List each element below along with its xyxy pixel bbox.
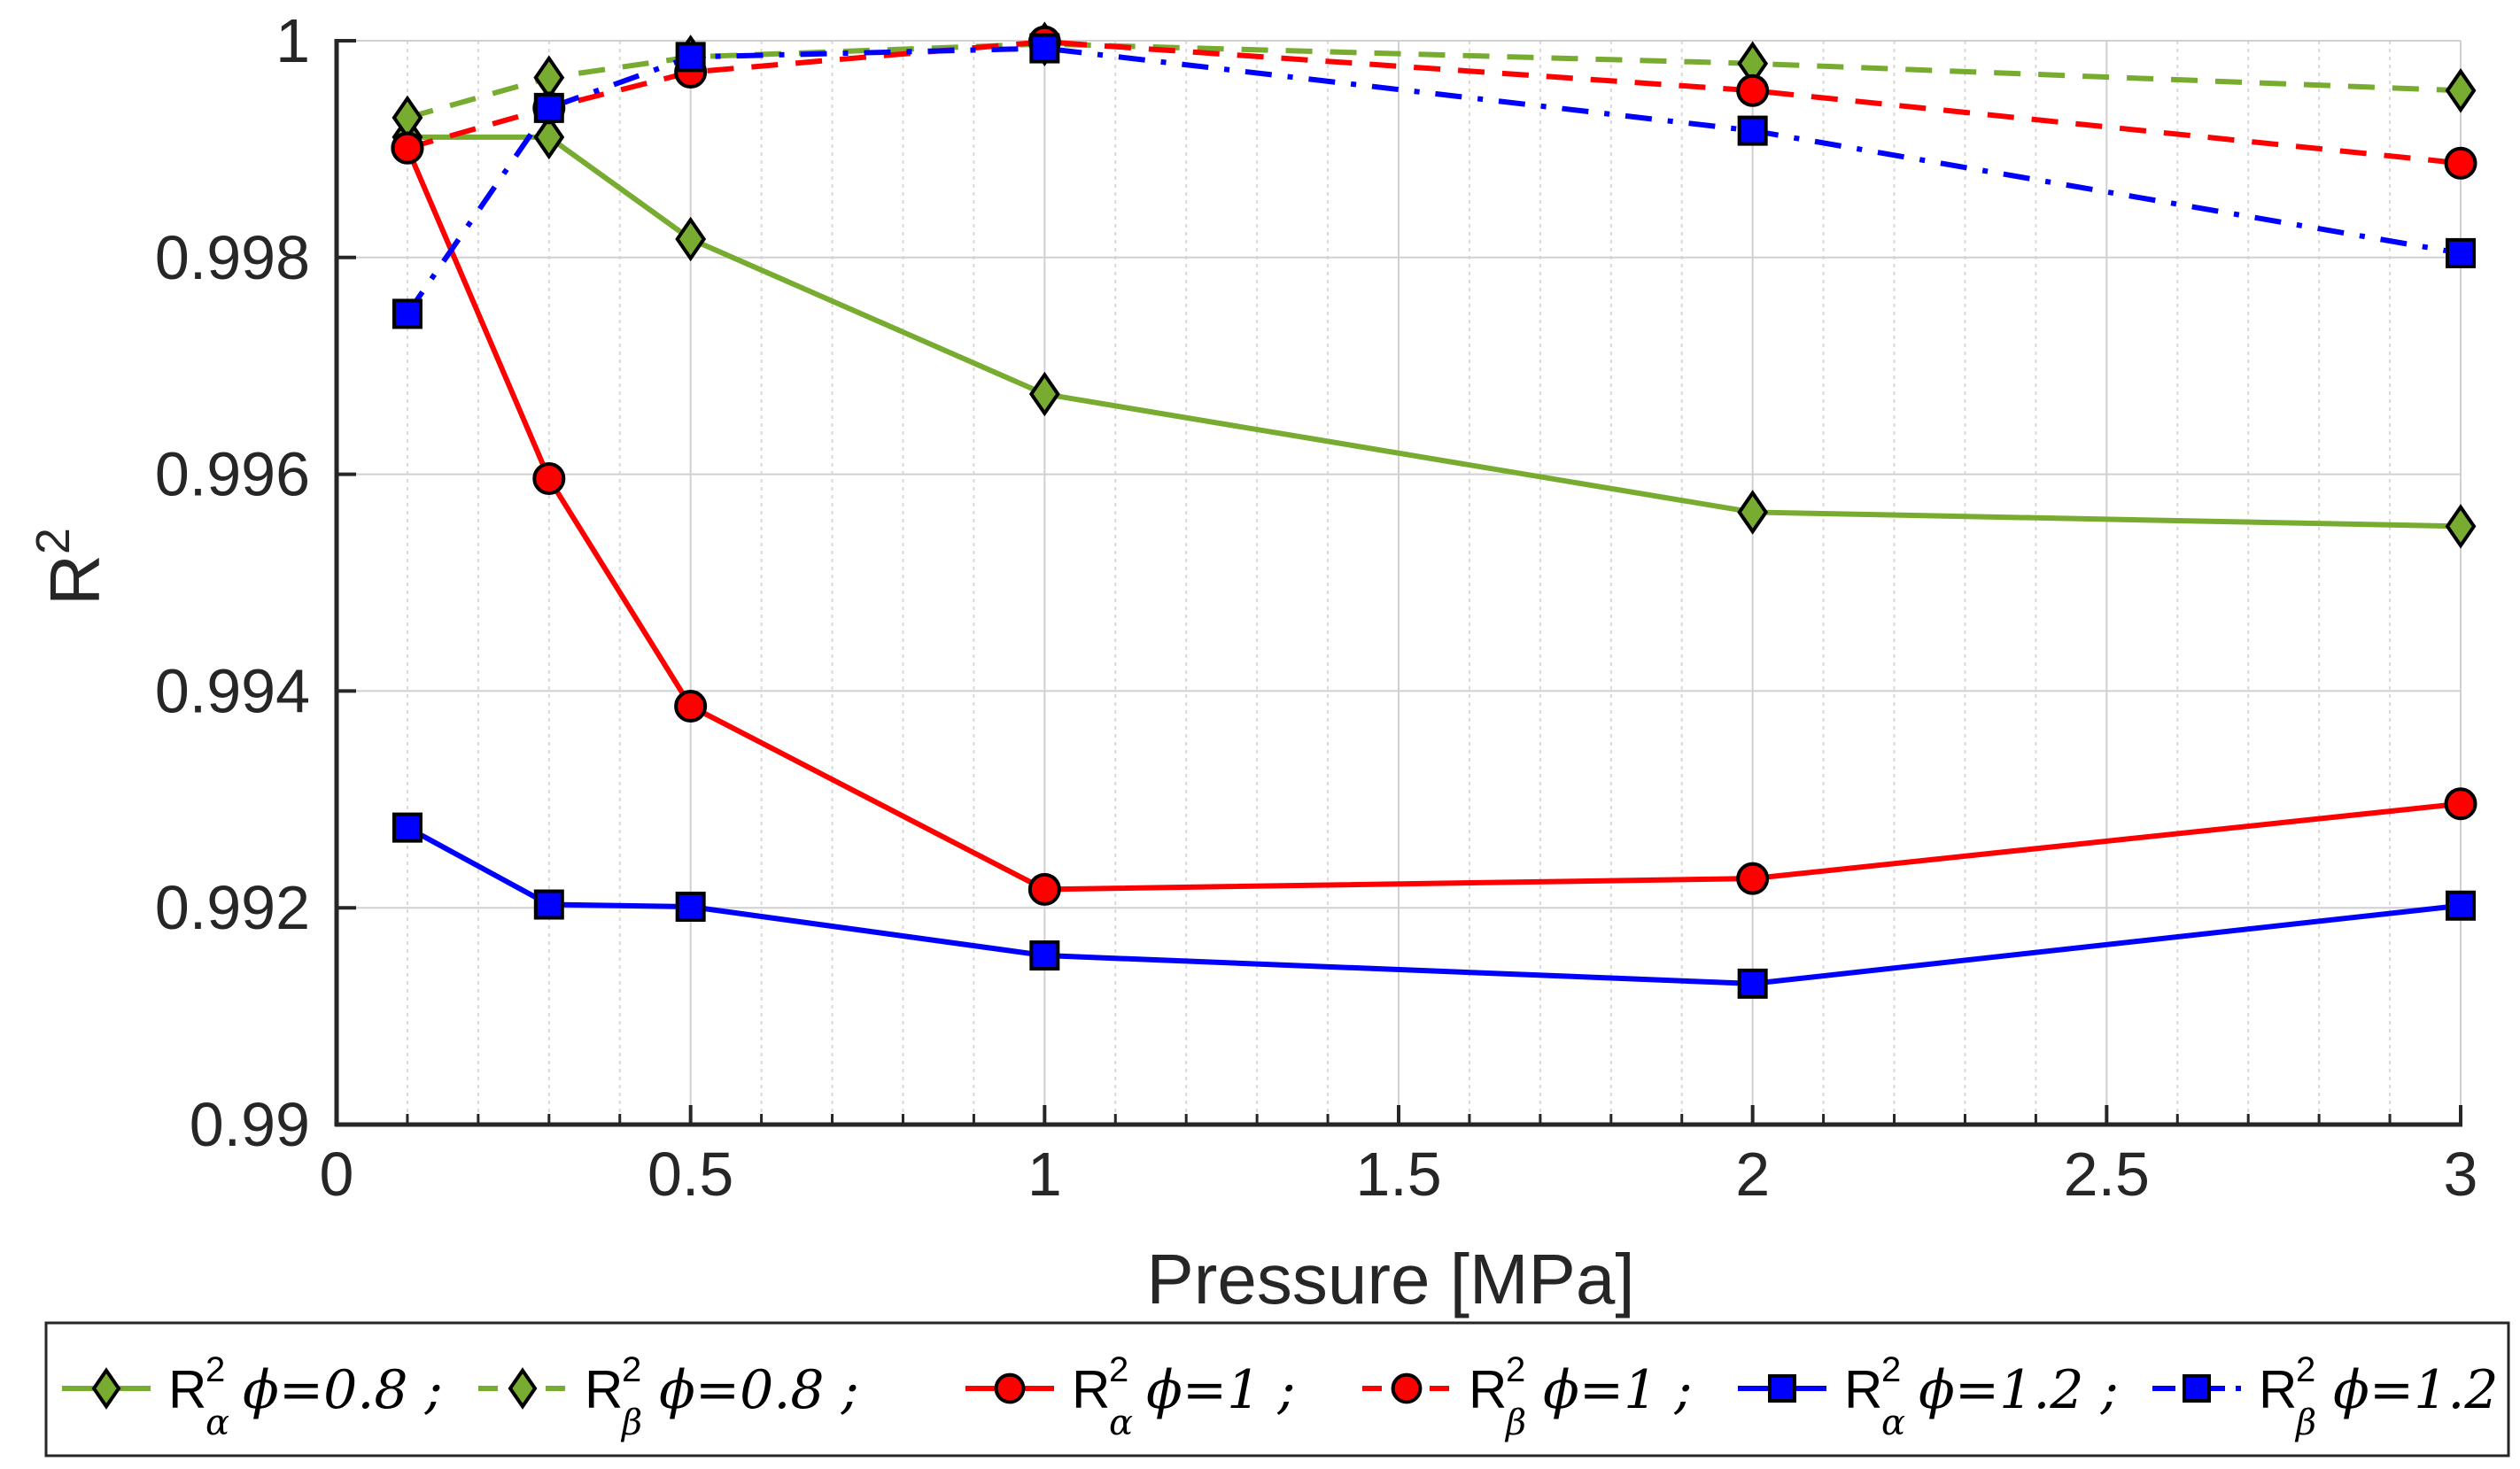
series-line xyxy=(405,45,2462,316)
legend-label-param: ϕ=1.2 ; xyxy=(1919,1359,2119,1421)
legend-label-base: R xyxy=(168,1360,206,1419)
data-point xyxy=(2446,890,2476,921)
legend-label-sub: β xyxy=(2294,1403,2316,1443)
legend-marker xyxy=(2183,1374,2211,1403)
data-point xyxy=(1029,33,1060,64)
legend-label-param: ϕ=1.2 xyxy=(2333,1359,2499,1421)
data-point xyxy=(1737,968,1768,999)
data-point xyxy=(1028,371,1060,417)
legend-label-base: R xyxy=(1469,1360,1507,1419)
data-point xyxy=(2444,146,2477,180)
legend-label-sup: 2 xyxy=(1506,1350,1525,1389)
data-point xyxy=(1029,940,1060,971)
data-point xyxy=(1027,872,1061,906)
data-point xyxy=(2445,68,2477,113)
data-point xyxy=(533,889,564,920)
legend-entry-5: R2 α ϕ=1.2 ; xyxy=(1738,1350,2119,1443)
data-point xyxy=(675,42,706,73)
series-line xyxy=(407,134,2462,530)
series-6 xyxy=(392,33,2476,329)
legend-entry-6: R2 β ϕ=1.2 xyxy=(2152,1350,2499,1443)
legend-label-sup: 2 xyxy=(205,1350,225,1389)
y-tick-label: 0.992 xyxy=(155,873,310,942)
data-point xyxy=(533,114,565,160)
legend-label-sup: 2 xyxy=(1109,1350,1128,1389)
legend-entry-2: R2 β ϕ=0.8 ; xyxy=(478,1350,859,1443)
x-axis-title: Pressure [MPa] xyxy=(1146,1240,1634,1318)
data-point xyxy=(2445,504,2477,549)
data-point xyxy=(533,55,565,100)
data-point xyxy=(533,92,564,123)
legend-label-base: R xyxy=(2259,1360,2297,1419)
x-tick-label: 0 xyxy=(320,1140,354,1209)
legend-marker xyxy=(91,1367,121,1410)
legend-label-sub: β xyxy=(620,1403,642,1443)
y-tick-label: 1 xyxy=(275,6,310,75)
legend-entry-3: R2 α ϕ=1 ; xyxy=(965,1350,1296,1443)
data-point xyxy=(391,131,424,165)
tick-labels: 0 0.5 1 1.5 2 2.5 3 0.99 0.992 0.994 0.996 0.998 1 xyxy=(155,6,2478,1209)
y-tick-label: 0.998 xyxy=(155,223,310,292)
series-line xyxy=(407,39,2462,166)
legend-label-sub: α xyxy=(1881,1403,1905,1443)
data-point xyxy=(2444,787,2477,821)
legend-marker xyxy=(1391,1372,1423,1404)
data-point xyxy=(1736,73,1770,107)
data-point xyxy=(1737,115,1768,146)
data-point xyxy=(1736,862,1770,895)
data-point xyxy=(674,690,708,723)
legend-label-base: R xyxy=(1072,1360,1110,1419)
legend-label-param: ϕ=0.8 ; xyxy=(659,1359,859,1421)
legend-label-base: R xyxy=(585,1360,623,1419)
legend-label-sub: β xyxy=(1504,1403,1526,1443)
data-point xyxy=(675,216,707,262)
y-tick-label: 0.996 xyxy=(155,440,310,509)
data-point xyxy=(1737,490,1769,535)
legend-entry-1: R2 α ϕ=0.8 ; xyxy=(62,1350,443,1443)
axes xyxy=(334,39,2462,1127)
legend-label-param: ϕ=0.8 ; xyxy=(243,1359,443,1421)
legend-label-sub: α xyxy=(205,1403,229,1443)
y-tick-label: 0.99 xyxy=(190,1090,310,1159)
series-line xyxy=(405,146,2462,893)
legend-label-param: ϕ=1 ; xyxy=(1543,1359,1693,1421)
series-1 xyxy=(392,114,2477,549)
legend-label-sup: 2 xyxy=(1881,1350,1901,1389)
legend-label-param: ϕ=1 ; xyxy=(1146,1359,1296,1421)
legend-label-base: R xyxy=(1844,1360,1882,1419)
grid xyxy=(336,40,2462,1125)
x-tick-label: 1 xyxy=(1027,1140,1062,1209)
data-point xyxy=(392,812,423,843)
data-point xyxy=(532,461,566,495)
series-line xyxy=(406,824,2462,986)
x-tick-label: 0.5 xyxy=(647,1140,733,1209)
data-point xyxy=(2446,237,2476,268)
x-tick-label: 3 xyxy=(2444,1140,2478,1209)
data-point xyxy=(392,298,423,329)
data-point xyxy=(675,891,706,922)
y-axis-title-base: R xyxy=(35,554,114,606)
legend-box xyxy=(44,1321,2510,1457)
series-5 xyxy=(392,812,2476,999)
legend-marker xyxy=(994,1372,1026,1404)
legend-marker xyxy=(508,1367,538,1410)
y-axis-title: R2 xyxy=(27,528,114,606)
legend-marker xyxy=(1768,1374,1796,1403)
series-group xyxy=(391,21,2477,999)
legend-label-sup: 2 xyxy=(622,1350,641,1389)
y-tick-label: 0.994 xyxy=(155,656,310,725)
legend-label-sup: 2 xyxy=(2296,1350,2315,1389)
y-axis-title-sup: 2 xyxy=(27,528,80,554)
x-tick-label: 2.5 xyxy=(2064,1140,2150,1209)
x-tick-label: 1.5 xyxy=(1355,1140,1441,1209)
x-tick-label: 2 xyxy=(1735,1140,1770,1209)
legend-entry-4: R2 β ϕ=1 ; xyxy=(1362,1350,1693,1443)
legend-label-sub: α xyxy=(1109,1403,1133,1443)
